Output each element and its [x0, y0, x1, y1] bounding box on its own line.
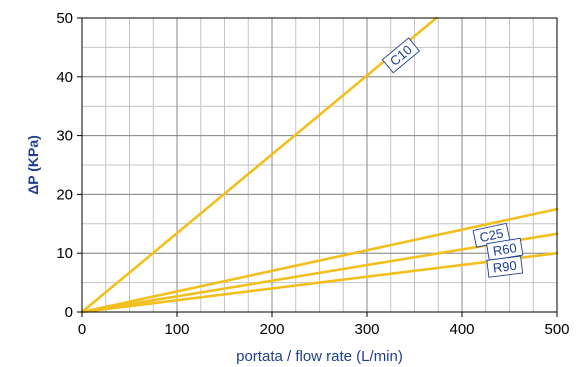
x-tick-label: 400 [449, 321, 474, 338]
series-label-r60: R60 [486, 237, 524, 262]
x-tick-label: 0 [78, 321, 86, 338]
x-tick-label: 200 [259, 321, 284, 338]
y-tick-label: 30 [56, 128, 73, 145]
x-axis-ticks: 0 100 200 300 400 500 [78, 312, 570, 338]
plot-frame [81, 17, 558, 313]
series-label-box [381, 37, 421, 74]
x-tick-label: 100 [164, 321, 189, 338]
series-line-c25 [80, 207, 559, 314]
y-tick-label: 50 [56, 10, 73, 27]
series-label-box [486, 255, 524, 278]
y-axis-ticks: 0 10 20 30 40 50 [56, 10, 82, 321]
major-grid [82, 18, 557, 312]
series-label-c10: C10 [381, 37, 421, 74]
y-axis-title: ΔP (KPa) [25, 135, 41, 195]
x-axis-title: portata / flow rate (L/min) [236, 348, 403, 365]
x-tick-label: 500 [544, 321, 569, 338]
y-tick-label: 20 [56, 186, 73, 203]
series-label-text: R90 [492, 258, 518, 276]
series-label-r90: R90 [486, 255, 524, 278]
x-tick-label: 300 [354, 321, 379, 338]
series-label-text: R60 [492, 240, 518, 259]
series-line-c10 [80, 16, 438, 314]
y-tick-label: 40 [56, 69, 73, 86]
y-tick-label: 10 [56, 245, 73, 262]
minor-grid [82, 18, 557, 312]
y-tick-label: 0 [65, 304, 73, 321]
series-label-text: C25 [478, 225, 504, 245]
series-line-r90 [80, 251, 559, 314]
